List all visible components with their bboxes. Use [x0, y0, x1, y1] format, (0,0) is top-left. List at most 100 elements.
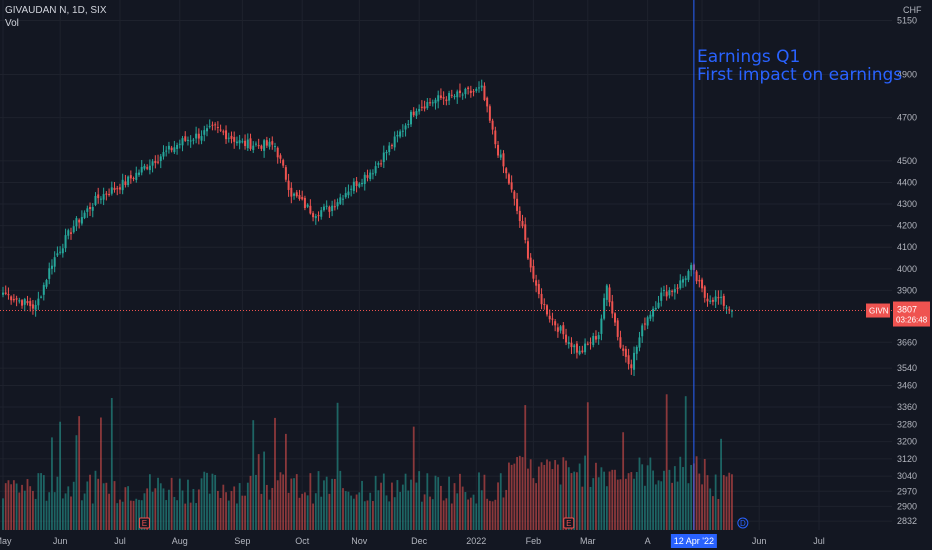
x-tick-label: Feb	[526, 536, 542, 546]
volume-bar	[45, 500, 48, 530]
candle-body	[301, 196, 304, 200]
candle-body	[633, 352, 636, 370]
volume-bar	[671, 482, 674, 530]
candle-body	[206, 128, 208, 132]
candle-body	[78, 219, 81, 223]
candle-body	[21, 300, 24, 306]
volume-bar	[630, 472, 633, 530]
candle-body	[676, 287, 679, 289]
candle-body	[429, 102, 432, 104]
candle-body	[108, 193, 111, 195]
x-tick-label: Dec	[411, 536, 428, 546]
volume-bar	[197, 489, 200, 530]
volume-bar	[595, 462, 597, 530]
candle-body	[200, 136, 203, 141]
candle-body	[102, 194, 105, 200]
x-tick-label: Mar	[580, 536, 596, 546]
candle-body	[703, 286, 706, 298]
volume-bar	[26, 479, 29, 530]
volume-bar	[287, 492, 290, 530]
candle-body	[605, 285, 608, 300]
volume-bar	[225, 492, 227, 530]
candle-body	[238, 140, 241, 144]
volume-bar	[143, 493, 146, 530]
volume-bar	[129, 500, 132, 530]
volume-bar	[290, 478, 293, 530]
y-tick-label: 2970	[897, 486, 917, 496]
price-badge-value: 3807	[897, 305, 917, 315]
candle-body	[10, 296, 13, 301]
candle-body	[412, 111, 415, 116]
candle-body	[284, 167, 287, 180]
volume-bar	[91, 503, 94, 530]
volume-bar	[703, 458, 706, 530]
candle-body	[431, 102, 434, 104]
volume-label: Vol	[5, 18, 19, 29]
x-tick-label: Sep	[234, 536, 250, 546]
candle-body	[339, 197, 342, 204]
candle-body	[725, 307, 728, 309]
volume-bar	[448, 476, 450, 530]
volume-bar	[257, 454, 260, 530]
volume-bar	[535, 483, 538, 530]
candle-body	[510, 182, 513, 190]
volume-bar	[282, 474, 285, 530]
candle-body	[665, 291, 668, 297]
candle-body	[184, 136, 187, 141]
volume-bar	[652, 470, 654, 530]
candle-body	[592, 335, 595, 346]
x-tick-label: 2022	[466, 536, 486, 546]
volume-bar	[32, 490, 34, 530]
candle-body	[516, 198, 519, 211]
candle-body	[197, 133, 200, 139]
volume-bar	[459, 473, 461, 530]
volume-bar	[567, 467, 570, 530]
candle-body	[507, 174, 510, 184]
volume-bar	[100, 417, 102, 530]
volume-bar	[393, 497, 396, 530]
y-tick-label: 4400	[897, 177, 917, 187]
volume-bar	[94, 470, 97, 530]
candle-body	[151, 161, 154, 166]
volume-bar	[548, 461, 551, 530]
volume-bar	[102, 483, 105, 530]
candle-body	[491, 120, 494, 130]
candle-body	[622, 348, 625, 351]
volume-bar	[260, 493, 263, 530]
candle-body	[393, 136, 396, 148]
volume-bar	[78, 416, 81, 530]
candle-body	[192, 139, 195, 141]
candle-body	[565, 334, 568, 343]
volume-bar	[162, 488, 165, 530]
volume-bar	[80, 500, 83, 530]
candle-body	[529, 257, 532, 268]
volume-bar	[695, 456, 698, 530]
candle-body	[603, 298, 606, 319]
candle-body	[464, 88, 467, 95]
candle-body	[347, 191, 350, 196]
candle-body	[679, 280, 682, 289]
volume-bar	[445, 498, 448, 530]
candle-body	[143, 165, 146, 169]
x-tick-label: May	[0, 536, 12, 546]
volume-bar	[113, 481, 116, 530]
volume-bar	[304, 492, 306, 530]
volume-bar	[4, 483, 7, 530]
candle-body	[64, 235, 67, 249]
volume-bar	[502, 497, 505, 530]
currency-label: CHF	[903, 5, 922, 15]
volume-bar	[2, 498, 4, 530]
volume-bar	[513, 463, 516, 530]
candle-body	[67, 230, 70, 236]
x-tick-label: Jul	[114, 536, 126, 546]
volume-bar	[83, 493, 86, 530]
volume-bar	[236, 503, 238, 530]
candle-body	[502, 153, 505, 167]
y-tick-label: 4900	[897, 69, 917, 79]
candle-body	[135, 172, 138, 180]
candle-body	[730, 310, 733, 312]
volume-bar	[265, 484, 268, 530]
candle-body	[132, 178, 135, 180]
